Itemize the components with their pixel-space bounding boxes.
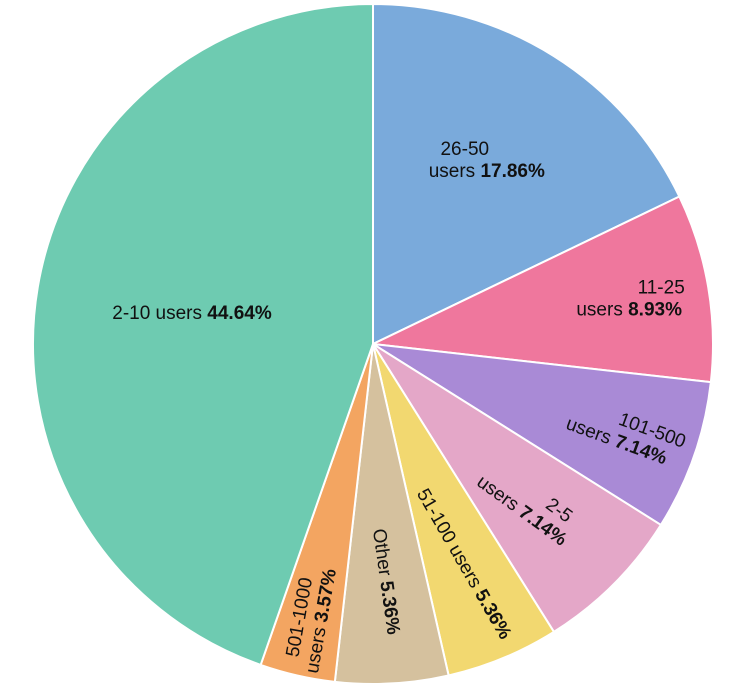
label-category: 11-25 — [638, 277, 685, 298]
label-category: 26-50 — [440, 139, 489, 160]
slice-2-5-users[interactable] — [372, 343, 663, 634]
slice-26-50-users[interactable] — [372, 2, 681, 346]
label-text: 2-10 users 44.64% — [112, 303, 272, 324]
label-2-10-users: 2-10 users 44.64% — [112, 303, 272, 324]
label-category: users — [576, 299, 622, 320]
label-text: 26-50 — [440, 139, 489, 160]
slice-11-25-users[interactable] — [369, 195, 714, 384]
slice-2-10-users[interactable] — [32, 2, 374, 667]
label-text: users 8.93% — [576, 299, 682, 320]
label-category: users — [429, 161, 475, 182]
label-percent: 44.64% — [202, 303, 272, 324]
pie-slices — [32, 2, 714, 685]
slice-101-500-users[interactable] — [372, 343, 712, 527]
label-percent: 8.93% — [623, 299, 682, 320]
label-text: users 17.86% — [429, 161, 545, 182]
label-category: 2-10 users — [112, 303, 202, 324]
label-text: 11-25 — [638, 277, 685, 298]
label-percent: 17.86% — [475, 161, 545, 182]
